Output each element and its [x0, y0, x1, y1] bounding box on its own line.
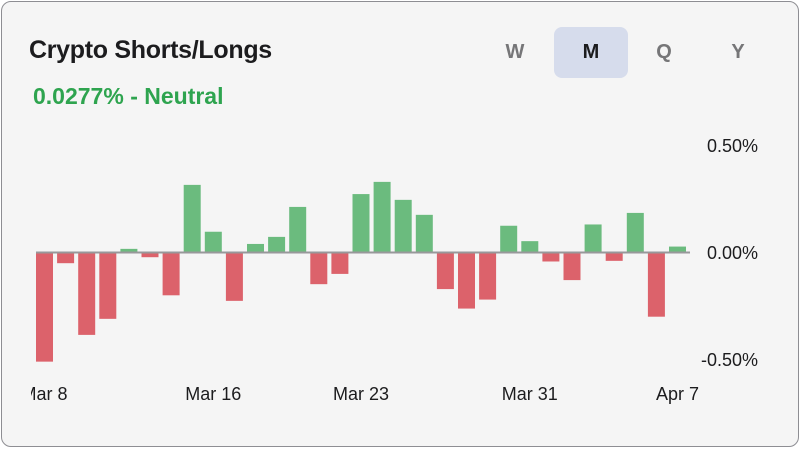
bar-negative: [162, 252, 180, 296]
bar-negative: [479, 252, 497, 300]
bar-positive: [289, 206, 307, 253]
bar-negative: [57, 252, 75, 264]
bar-positive: [268, 236, 286, 253]
x-tick-label: Mar 23: [333, 384, 389, 404]
range-button-year[interactable]: Y: [731, 41, 745, 63]
y-tick-label: 0.00%: [707, 243, 758, 263]
x-tick-label: Mar 8: [21, 384, 67, 404]
bar-negative: [310, 252, 328, 285]
bar-positive: [669, 246, 686, 253]
card-title: Crypto Shorts/Longs: [29, 36, 272, 64]
bar-positive: [183, 184, 201, 253]
range-button-week[interactable]: W: [505, 41, 525, 63]
bar-positive: [584, 224, 602, 253]
bar-positive: [373, 181, 391, 253]
x-tick-label: Apr 7: [656, 384, 699, 404]
bar-positive: [394, 199, 412, 253]
bar-negative: [78, 252, 96, 335]
x-tick-label: Mar 16: [185, 384, 241, 404]
bar-negative: [436, 252, 454, 290]
y-tick-label: -0.50%: [701, 350, 758, 370]
bar-negative: [542, 252, 560, 262]
bar-positive: [247, 243, 264, 253]
bar-negative: [647, 252, 665, 317]
range-button-quarter[interactable]: Q: [656, 41, 672, 63]
current-value: 0.0277% - Neutral: [33, 83, 224, 109]
bar-negative: [141, 252, 159, 258]
bar-negative: [36, 252, 53, 362]
bar-negative: [99, 252, 117, 319]
bar-positive: [500, 225, 518, 253]
bar-positive: [521, 241, 539, 253]
bar-negative: [563, 252, 581, 281]
bar-negative: [458, 252, 475, 309]
y-tick-label: 0.50%: [707, 136, 758, 156]
bar-positive: [415, 214, 433, 253]
bar-negative: [605, 252, 623, 261]
bar-positive: [204, 231, 222, 253]
range-button-month[interactable]: M: [554, 27, 628, 78]
bar-positive: [626, 212, 644, 253]
bar-negative: [225, 252, 243, 301]
bar-positive: [120, 248, 138, 253]
bar-negative: [331, 252, 349, 274]
x-tick-label: Mar 31: [502, 384, 558, 404]
bar-positive: [352, 194, 370, 253]
